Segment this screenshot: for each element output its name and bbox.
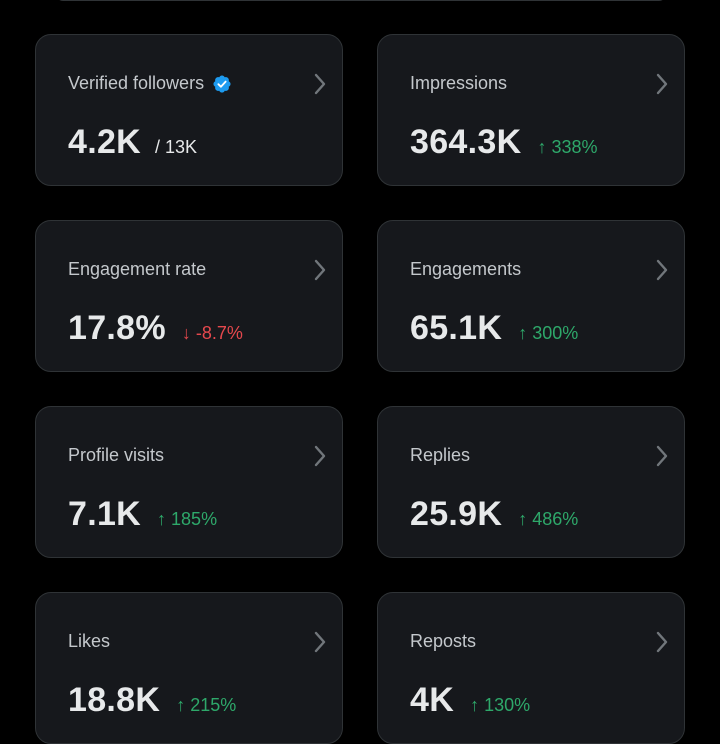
card-value: 25.9K bbox=[410, 495, 503, 533]
chevron-right-icon[interactable] bbox=[654, 257, 670, 283]
card-label-row: Reposts bbox=[410, 631, 476, 652]
card-value-row: 17.8% ↓ -8.7% bbox=[68, 309, 243, 348]
engagement-rate-card[interactable]: Engagement rate 17.8% ↓ -8.7% bbox=[35, 220, 343, 372]
card-value: 65.1K bbox=[410, 309, 503, 347]
card-label-row: Likes bbox=[68, 631, 110, 652]
chevron-right-icon[interactable] bbox=[312, 629, 328, 655]
card-total: / 13K bbox=[155, 137, 198, 157]
card-value-row: 65.1K ↑ 300% bbox=[410, 309, 578, 348]
card-label-row: Profile visits bbox=[68, 445, 164, 466]
card-label: Verified followers bbox=[68, 73, 205, 93]
card-value: 7.1K bbox=[68, 495, 142, 533]
chevron-right-icon[interactable] bbox=[654, 629, 670, 655]
card-value: 18.8K bbox=[68, 681, 161, 719]
card-value-row: 4.2K / 13K bbox=[68, 123, 197, 162]
engagements-card[interactable]: Engagements 65.1K ↑ 300% bbox=[377, 220, 685, 372]
card-change: ↑ 215% bbox=[176, 695, 237, 715]
card-value: 4K bbox=[410, 681, 455, 719]
chevron-right-icon[interactable] bbox=[312, 257, 328, 283]
card-label: Reposts bbox=[410, 631, 477, 651]
card-value-row: 18.8K ↑ 215% bbox=[68, 681, 236, 720]
reposts-card[interactable]: Reposts 4K ↑ 130% bbox=[377, 592, 685, 744]
card-label: Impressions bbox=[410, 73, 508, 93]
card-value-row: 364.3K ↑ 338% bbox=[410, 123, 597, 162]
chevron-right-icon[interactable] bbox=[654, 443, 670, 469]
card-label-row: Engagements bbox=[410, 259, 521, 280]
card-change: ↑ 130% bbox=[470, 695, 531, 715]
card-change: ↑ 338% bbox=[537, 137, 598, 157]
likes-card[interactable]: Likes 18.8K ↑ 215% bbox=[35, 592, 343, 744]
replies-card[interactable]: Replies 25.9K ↑ 486% bbox=[377, 406, 685, 558]
profile-visits-card[interactable]: Profile visits 7.1K ↑ 185% bbox=[35, 406, 343, 558]
card-label: Likes bbox=[68, 631, 111, 651]
chevron-right-icon[interactable] bbox=[312, 71, 328, 97]
card-change: ↑ 300% bbox=[518, 323, 579, 343]
card-label-row: Verified followers bbox=[68, 73, 232, 94]
card-label-row: Engagement rate bbox=[68, 259, 206, 280]
card-change: ↓ -8.7% bbox=[181, 323, 243, 343]
card-label: Profile visits bbox=[68, 445, 165, 465]
card-label: Replies bbox=[410, 445, 471, 465]
card-label: Engagement rate bbox=[68, 259, 207, 279]
card-label: Engagements bbox=[410, 259, 522, 279]
top-panel-edge bbox=[56, 0, 666, 1]
card-value: 4.2K bbox=[68, 123, 142, 161]
chevron-right-icon[interactable] bbox=[654, 71, 670, 97]
card-value-row: 4K ↑ 130% bbox=[410, 681, 530, 720]
verified-badge-icon bbox=[212, 74, 232, 94]
card-label-row: Impressions bbox=[410, 73, 507, 94]
card-value: 364.3K bbox=[410, 123, 522, 161]
card-label-row: Replies bbox=[410, 445, 470, 466]
analytics-card-grid: Verified followers 4.2K / 13K Impression… bbox=[35, 34, 685, 744]
chevron-right-icon[interactable] bbox=[312, 443, 328, 469]
card-value: 17.8% bbox=[68, 309, 166, 347]
card-value-row: 25.9K ↑ 486% bbox=[410, 495, 578, 534]
card-change: ↑ 185% bbox=[157, 509, 218, 529]
impressions-card[interactable]: Impressions 364.3K ↑ 338% bbox=[377, 34, 685, 186]
card-change: ↑ 486% bbox=[518, 509, 579, 529]
verified-followers-card[interactable]: Verified followers 4.2K / 13K bbox=[35, 34, 343, 186]
card-value-row: 7.1K ↑ 185% bbox=[68, 495, 217, 534]
